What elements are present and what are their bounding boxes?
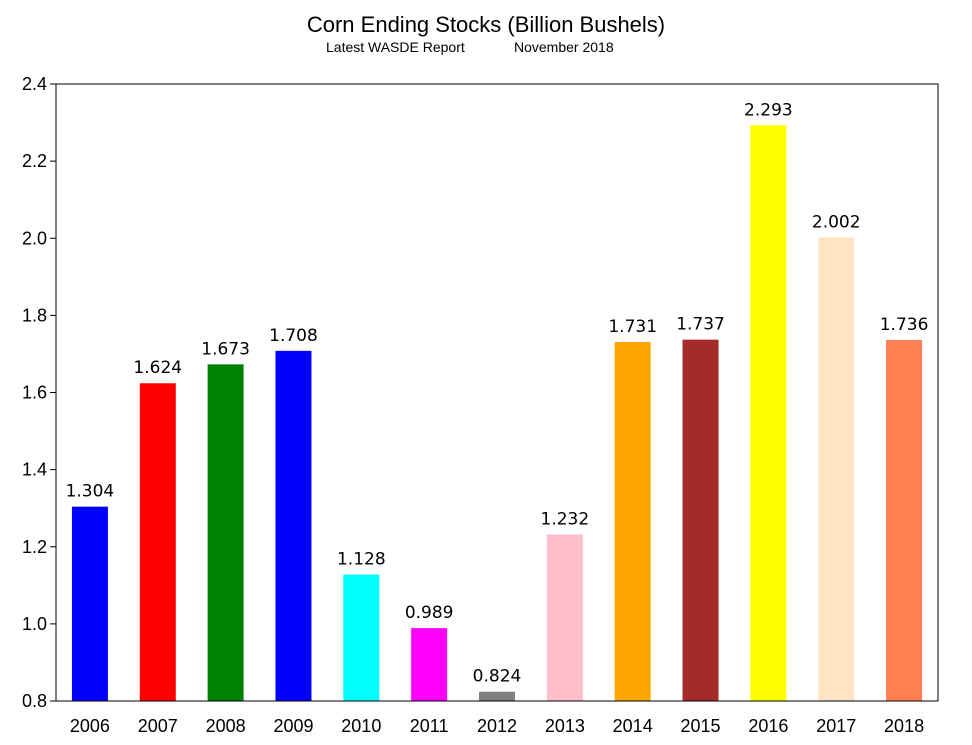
data-label-2008: 1.673 xyxy=(201,339,250,359)
data-label-2014: 1.731 xyxy=(608,317,657,337)
bar-2018 xyxy=(886,340,923,701)
x-tick-label-2011: 2011 xyxy=(410,716,449,736)
bar-2014 xyxy=(614,341,651,701)
x-tick-label-2009: 2009 xyxy=(273,716,313,736)
bar-2009 xyxy=(275,350,312,701)
bar-2007 xyxy=(139,383,176,701)
data-label-2013: 1.232 xyxy=(541,509,590,529)
x-axis: 2006 2007 2008 2009 2010 2011 2012 2013 2014 2015… xyxy=(70,716,924,736)
y-tick-label: 1.6 xyxy=(22,383,47,403)
data-label-2015: 1.737 xyxy=(676,315,725,335)
bar-2016 xyxy=(750,125,787,702)
bar-2008 xyxy=(207,364,244,701)
data-label-2018: 1.736 xyxy=(880,315,929,335)
x-tick-label-2018: 2018 xyxy=(884,716,924,736)
x-tick-label-2017: 2017 xyxy=(816,716,856,736)
y-axis: 0.8 1.0 1.2 1.4 1.6 1.8 2.0 2.2 2.4 xyxy=(22,74,56,711)
bar-2011 xyxy=(411,628,448,701)
y-tick-label: 2.4 xyxy=(22,74,47,94)
data-label-2009: 1.708 xyxy=(269,326,318,346)
bar-2017 xyxy=(818,237,855,701)
data-label-2007: 1.624 xyxy=(133,358,182,378)
data-label-2006: 1.304 xyxy=(66,482,115,502)
bar-2006 xyxy=(71,506,108,701)
chart-subtitle-date: November 2018 xyxy=(514,39,614,55)
y-tick-label: 1.8 xyxy=(22,305,47,325)
x-tick-label-2016: 2016 xyxy=(748,716,788,736)
data-label-2012: 0.824 xyxy=(473,667,522,687)
x-tick-label-2008: 2008 xyxy=(206,716,246,736)
x-tick-label-2007: 2007 xyxy=(138,716,178,736)
data-label-2016: 2.293 xyxy=(744,100,793,120)
x-tick-label-2013: 2013 xyxy=(545,716,585,736)
bar-2015 xyxy=(682,339,719,701)
bar-2010 xyxy=(343,574,380,701)
x-tick-label-2012: 2012 xyxy=(477,716,517,736)
bar-2012 xyxy=(479,691,515,701)
data-label-2011: 0.989 xyxy=(405,603,454,623)
x-tick-label-2015: 2015 xyxy=(681,716,721,736)
data-labels-group: 1.304 1.624 1.673 1.708 1.128 0.989 0.824 1.232… xyxy=(66,100,929,686)
bar-2013 xyxy=(546,534,583,701)
x-tick-label-2014: 2014 xyxy=(613,716,653,736)
chart-subtitle-report: Latest WASDE Report xyxy=(326,39,465,55)
data-label-2010: 1.128 xyxy=(337,550,386,570)
y-tick-label: 1.0 xyxy=(22,614,47,634)
plot-frame xyxy=(55,83,939,702)
x-tick-label-2010: 2010 xyxy=(341,716,381,736)
y-tick-label: 1.2 xyxy=(22,537,47,557)
y-tick-label: 2.0 xyxy=(22,228,47,248)
y-tick-label: 0.8 xyxy=(22,691,47,711)
y-tick-label: 1.4 xyxy=(22,460,47,480)
x-tick-label-2006: 2006 xyxy=(70,716,110,736)
chart-title: Corn Ending Stocks (Billion Bushels) xyxy=(306,12,666,37)
data-label-2017: 2.002 xyxy=(812,212,861,232)
y-tick-label: 2.2 xyxy=(22,151,47,171)
bars-group xyxy=(71,125,923,702)
